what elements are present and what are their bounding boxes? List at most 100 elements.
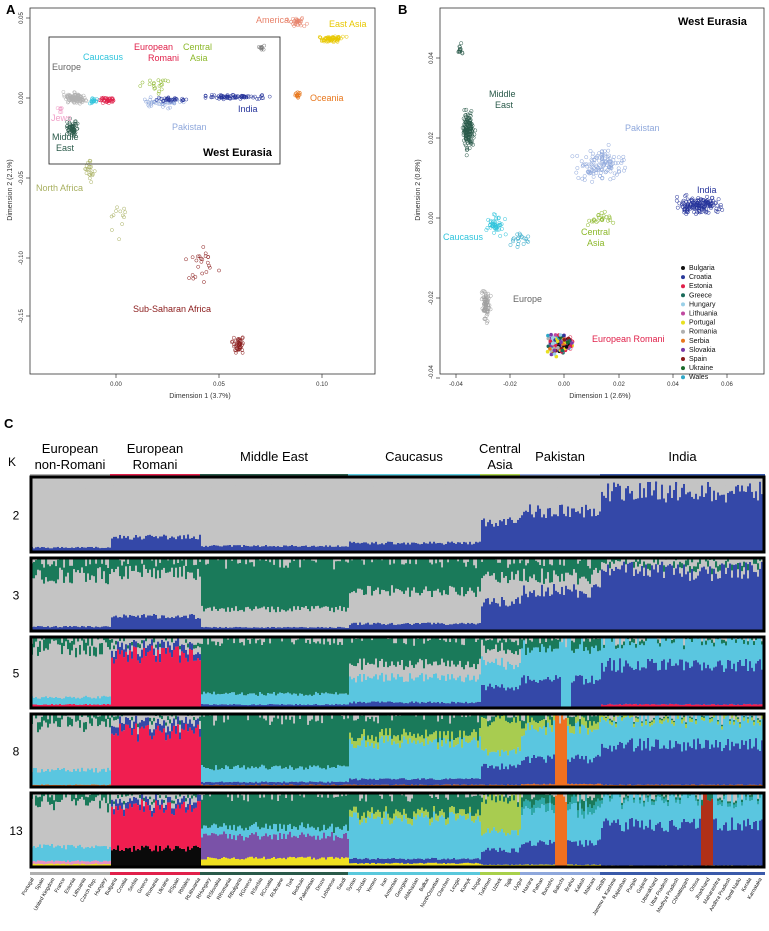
pca-point: [93, 170, 96, 173]
ancestry-segment: [121, 650, 123, 708]
ancestry-segment: [191, 643, 193, 650]
ancestry-segment: [159, 563, 161, 578]
ancestry-segment: [667, 493, 669, 552]
ancestry-segment: [451, 542, 453, 552]
ancestry-segment: [615, 649, 617, 672]
ancestry-segment: [299, 610, 301, 627]
ancestry-segment: [671, 566, 673, 632]
ancestry-segment: [655, 482, 657, 553]
ancestry-segment: [419, 637, 421, 659]
ancestry-segment: [631, 668, 633, 705]
ancestry-segment: [591, 647, 593, 676]
ancestry-segment: [131, 645, 133, 651]
ancestry-segment: [747, 645, 749, 671]
ancestry-segment: [323, 693, 325, 704]
ancestry-segment: [101, 477, 103, 548]
ancestry-segment: [189, 478, 191, 538]
ancestry-segment: [297, 558, 299, 606]
ancestry-segment: [83, 732, 85, 771]
ancestry-segment: [697, 484, 699, 500]
ancestry-segment: [577, 638, 579, 649]
group-header: European: [127, 441, 183, 456]
ancestry-segment: [717, 639, 719, 661]
ancestry-segment: [681, 563, 683, 568]
ancestry-segment: [139, 644, 141, 648]
ancestry-segment: [345, 562, 347, 612]
ancestry-segment: [205, 637, 207, 694]
ancestry-segment: [185, 658, 187, 708]
ancestry-segment: [101, 696, 103, 704]
ancestry-segment: [147, 573, 149, 616]
ancestry-segment: [441, 567, 443, 595]
ancestry-segment: [319, 608, 321, 627]
ancestry-segment: [191, 558, 193, 573]
ancestry-segment: [431, 678, 433, 703]
ancestry-segment: [557, 576, 559, 592]
ancestry-segment: [595, 516, 597, 552]
ancestry-segment: [249, 644, 251, 694]
ancestry-segment: [499, 665, 501, 687]
ancestry-segment: [603, 672, 605, 706]
ancestry-segment: [647, 576, 649, 632]
ancestry-segment: [249, 484, 251, 546]
ancestry-segment: [603, 645, 605, 648]
ancestry-segment: [139, 559, 141, 573]
ancestry-segment: [359, 477, 361, 543]
ancestry-segment: [145, 656, 147, 708]
ancestry-segment: [199, 647, 201, 654]
ancestry-segment: [315, 562, 317, 606]
ancestry-segment: [687, 662, 689, 704]
ancestry-segment: [667, 662, 669, 705]
ancestry-segment: [385, 558, 387, 591]
ancestry-segment: [227, 477, 229, 545]
ancestry-segment: [83, 651, 85, 697]
ancestry-segment: [581, 639, 583, 676]
ancestry-segment: [355, 477, 357, 543]
ancestry-segment: [73, 769, 75, 785]
ancestry-segment: [155, 716, 157, 723]
ancestry-segment: [169, 558, 171, 572]
ancestry-segment: [149, 718, 151, 721]
ancestry-segment: [695, 567, 697, 573]
panel-b-x-tick: 0.06: [721, 382, 733, 388]
ancestry-segment: [493, 663, 495, 689]
ancestry-segment: [553, 570, 555, 584]
pca-point: [692, 210, 695, 213]
ancestry-segment: [51, 697, 53, 704]
ancestry-segment: [489, 639, 491, 650]
ancestry-segment: [403, 565, 405, 594]
ancestry-segment: [473, 477, 475, 544]
ancestry-segment: [53, 715, 55, 724]
ancestry-segment: [725, 645, 727, 668]
ancestry-segment: [527, 638, 529, 648]
panel-b-x-tick: 0.04: [667, 382, 679, 388]
ancestry-segment: [121, 731, 123, 787]
ancestry-segment: [375, 674, 377, 702]
ancestry-segment: [99, 643, 101, 654]
ancestry-segment: [563, 581, 565, 595]
ancestry-segment: [387, 477, 389, 542]
ancestry-segment: [587, 581, 589, 597]
ancestry-segment: [411, 665, 413, 679]
ancestry-segment: [211, 694, 213, 705]
ancestry-segment: [333, 694, 335, 705]
ancestry-segment: [191, 538, 193, 552]
ancestry-segment: [507, 607, 509, 632]
ancestry-segment: [639, 670, 641, 704]
ancestry-segment: [215, 477, 217, 545]
ancestry-segment: [477, 558, 479, 587]
ancestry-segment: [435, 637, 437, 661]
ancestry-segment: [499, 583, 501, 607]
ancestry-segment: [105, 565, 107, 583]
ancestry-segment: [135, 724, 137, 788]
ancestry-segment: [157, 642, 159, 650]
ancestry-segment: [93, 647, 95, 656]
ancestry-segment: [385, 477, 387, 543]
ancestry-segment: [381, 479, 383, 544]
ancestry-segment: [347, 695, 349, 705]
ancestry-segment: [43, 568, 45, 584]
ancestry-segment: [611, 562, 613, 569]
ancestry-segment: [723, 640, 725, 643]
ancestry-segment: [365, 637, 367, 665]
legend-marker: [681, 321, 685, 325]
